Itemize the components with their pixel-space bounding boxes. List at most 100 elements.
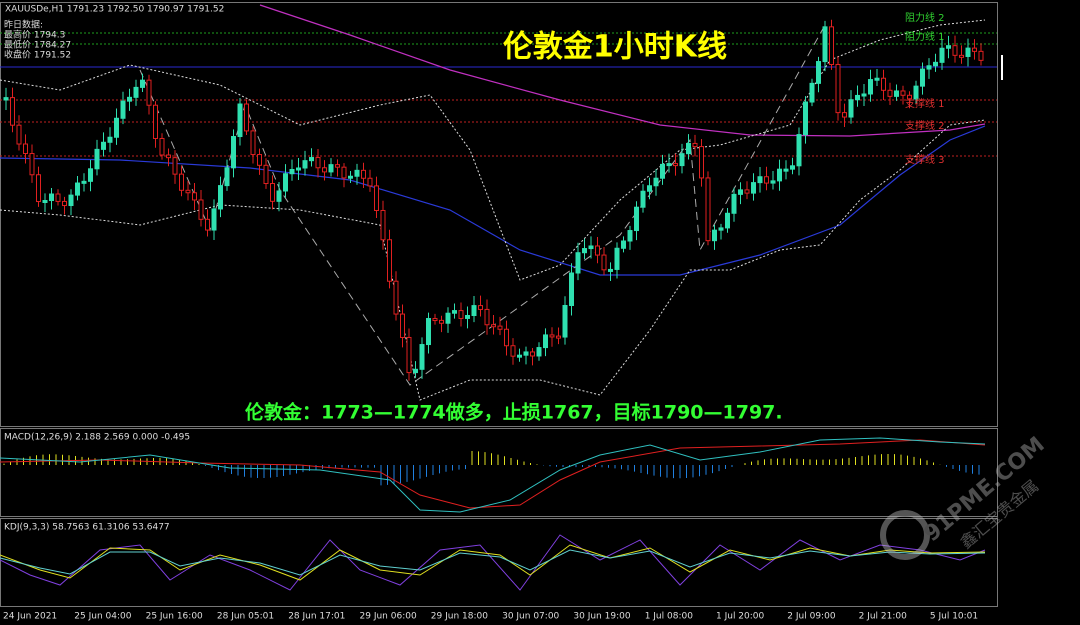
- candle-body: [341, 166, 347, 179]
- candle-body: [120, 100, 126, 119]
- candle-body: [660, 163, 665, 179]
- candle-body: [10, 97, 15, 126]
- candle-body: [894, 90, 899, 97]
- level-label: 支撑线 1: [905, 97, 945, 110]
- candle-body: [231, 136, 236, 169]
- candle-body: [783, 168, 789, 172]
- candle-body: [68, 194, 74, 207]
- candle-body: [575, 252, 581, 274]
- info-line: 最低价 1784.27: [4, 39, 71, 51]
- candle-body: [647, 185, 652, 192]
- candle-body: [400, 313, 405, 338]
- candle-body: [926, 65, 932, 70]
- candle-body: [192, 192, 197, 201]
- candle-body: [23, 143, 28, 155]
- chart-title: 伦敦金1小时K线: [503, 30, 727, 65]
- candle-body: [621, 240, 626, 249]
- candle-body: [413, 368, 418, 374]
- candle-body: [211, 208, 217, 231]
- candle-body: [601, 254, 607, 271]
- kdj-d: [0, 544, 986, 581]
- candle-body: [166, 154, 171, 159]
- candle-body: [42, 200, 48, 204]
- candle-body: [959, 54, 964, 58]
- candle-body: [868, 79, 873, 95]
- time-label: 29 Jun 06:00: [360, 612, 417, 622]
- candle-body: [179, 173, 184, 191]
- candle-body: [328, 164, 334, 173]
- time-axis: 24 Jun 2021 25 Jun 04:00 25 Jun 16:00 28 Ju…: [3, 612, 978, 622]
- macd-main: [0, 437, 986, 513]
- candle-body: [81, 180, 87, 184]
- candle-body: [972, 47, 977, 52]
- candle-body: [588, 245, 594, 250]
- candle-body: [595, 245, 600, 256]
- candle-body: [777, 168, 782, 182]
- time-label: 28 Jun 17:01: [288, 612, 345, 622]
- candle-body: [3, 97, 9, 101]
- candle-body: [75, 182, 80, 196]
- zigzag: [139, 24, 826, 386]
- candle-body: [140, 79, 145, 88]
- candle-body: [94, 148, 100, 170]
- candle-body: [861, 93, 867, 97]
- candle-body: [172, 157, 178, 175]
- candle-body: [517, 354, 522, 358]
- candle-body: [497, 325, 503, 330]
- candle-body: [887, 89, 893, 97]
- candle-body: [309, 157, 314, 162]
- time-label: 2 Jul 21:00: [859, 612, 908, 622]
- candle-body: [822, 26, 828, 63]
- candle-body: [569, 272, 574, 306]
- candle-body: [790, 165, 795, 170]
- macd-panel: [0, 428, 998, 517]
- candle-body: [673, 163, 678, 167]
- level-label: 阻力线 1: [905, 30, 945, 43]
- candle-body: [283, 173, 288, 192]
- candle-body: [692, 142, 698, 148]
- candle-body: [361, 169, 366, 179]
- candle-body: [406, 336, 412, 374]
- kdj-panel: [0, 518, 998, 607]
- candle-body: [764, 176, 769, 184]
- candle-body: [205, 218, 210, 231]
- candle-body: [796, 134, 802, 167]
- level-label: 支撑线 3: [905, 153, 945, 166]
- candle-body: [380, 209, 386, 241]
- time-label: 1 Jul 08:00: [645, 612, 694, 622]
- candle-body: [738, 189, 743, 195]
- candle-body: [933, 61, 938, 67]
- candle-body: [530, 351, 535, 357]
- candle-body: [471, 305, 477, 317]
- candle-body: [686, 142, 691, 155]
- candle-body: [939, 47, 945, 63]
- candle-body: [263, 164, 269, 185]
- candle-body: [127, 96, 132, 102]
- candle-body: [881, 77, 886, 91]
- candle-body: [523, 351, 529, 356]
- candle-body: [302, 160, 308, 169]
- kdj-label: KDJ(9,3,3) 58.7563 61.3106 53.6477: [4, 523, 170, 533]
- candle-body: [920, 68, 925, 87]
- candle-body: [276, 190, 282, 202]
- candle-body: [562, 304, 568, 338]
- macd-signal: [0, 439, 986, 509]
- candle-body: [640, 190, 646, 208]
- candle-body: [16, 124, 22, 145]
- candle-body: [419, 344, 425, 370]
- candle-body: [315, 157, 321, 169]
- candle-body: [101, 141, 106, 150]
- info-line: 收盘价 1791.52: [4, 49, 71, 61]
- candle-body: [582, 248, 587, 254]
- candle-body: [348, 175, 353, 179]
- candle-body: [614, 247, 620, 270]
- candle-body: [653, 177, 659, 187]
- candle-body: [114, 117, 119, 138]
- level-label: 支撑线 2: [905, 119, 945, 132]
- time-label: 25 Jun 04:00: [74, 612, 131, 622]
- level-label: 阻力线 2: [905, 11, 945, 24]
- candle-body: [718, 227, 724, 231]
- candle-body: [608, 268, 613, 272]
- candle-body: [848, 99, 854, 118]
